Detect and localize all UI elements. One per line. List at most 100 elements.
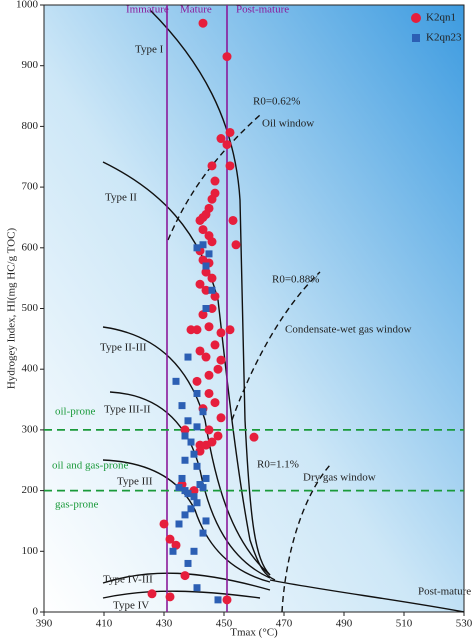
data-point bbox=[190, 547, 198, 555]
data-point bbox=[193, 499, 201, 507]
data-point bbox=[208, 286, 216, 294]
data-point bbox=[225, 325, 235, 335]
data-point bbox=[201, 267, 211, 277]
data-point bbox=[216, 134, 226, 144]
data-point bbox=[187, 505, 195, 513]
y-tick-label: 500 bbox=[22, 302, 39, 314]
data-point bbox=[198, 18, 208, 28]
data-point bbox=[216, 328, 226, 338]
data-point bbox=[210, 398, 220, 408]
x-tick-label: 490 bbox=[336, 618, 353, 630]
data-point bbox=[195, 215, 205, 225]
data-point bbox=[201, 440, 211, 450]
plot-area bbox=[43, 4, 465, 613]
y-tick-label: 700 bbox=[22, 181, 39, 193]
annotation: Type III-II bbox=[104, 404, 151, 416]
data-point bbox=[207, 304, 217, 313]
data-point bbox=[178, 474, 186, 482]
data-point bbox=[202, 517, 210, 525]
post-mature-curve bbox=[269, 579, 465, 613]
annotation: Type I bbox=[135, 44, 164, 56]
r0-11-curve bbox=[281, 464, 331, 613]
data-point bbox=[180, 571, 190, 581]
data-point bbox=[199, 241, 207, 249]
data-point bbox=[225, 161, 235, 171]
y-tick-label: 800 bbox=[22, 120, 39, 132]
data-point bbox=[190, 450, 198, 458]
data-point bbox=[184, 559, 192, 567]
data-point bbox=[216, 355, 226, 365]
data-point bbox=[165, 534, 175, 544]
data-point bbox=[193, 244, 201, 252]
data-point bbox=[222, 595, 232, 605]
data-point bbox=[172, 377, 180, 385]
plot-layer bbox=[102, 9, 465, 613]
annotation: Type II-III bbox=[100, 342, 147, 354]
data-point bbox=[195, 446, 205, 456]
data-point bbox=[205, 250, 213, 258]
annotation: R0=0.88% bbox=[272, 274, 319, 286]
data-point bbox=[184, 417, 192, 425]
data-point bbox=[222, 52, 232, 62]
data-point bbox=[175, 520, 183, 528]
y-tick-label: 100 bbox=[22, 545, 39, 557]
type-ii-curve bbox=[102, 161, 276, 581]
data-point bbox=[249, 432, 259, 442]
data-point bbox=[171, 540, 181, 550]
annotation: gas-prone bbox=[55, 499, 98, 511]
data-point bbox=[195, 346, 205, 356]
data-point bbox=[180, 425, 190, 435]
data-point bbox=[202, 474, 210, 482]
data-point bbox=[202, 305, 210, 312]
data-point bbox=[204, 388, 214, 398]
data-point bbox=[225, 127, 235, 137]
data-point bbox=[207, 237, 217, 247]
x-tick-label: 530 bbox=[456, 618, 473, 630]
legend-label: K2qn1 bbox=[426, 12, 456, 24]
x-tick-label: 390 bbox=[36, 618, 53, 630]
data-point bbox=[216, 413, 226, 423]
y-tick-label: 200 bbox=[22, 484, 39, 496]
y-axis-label: Hydrogey Index, HI(mg HC/g TOC) bbox=[6, 228, 18, 390]
data-point bbox=[214, 596, 222, 604]
data-point bbox=[210, 176, 220, 186]
annotation: R0=0.62% bbox=[253, 96, 300, 108]
annotation: Mature bbox=[180, 4, 212, 16]
data-point bbox=[199, 408, 207, 416]
data-point bbox=[169, 547, 177, 555]
annotation: Oil window bbox=[262, 118, 314, 130]
annotation: Type III bbox=[117, 476, 153, 488]
x-tick-label: 430 bbox=[156, 618, 173, 630]
type-iii-curve bbox=[102, 459, 271, 583]
type-iii-ii-curve bbox=[109, 391, 271, 579]
data-point bbox=[175, 484, 183, 492]
data-point bbox=[213, 431, 223, 441]
type-i-curve bbox=[149, 9, 271, 576]
annotation: Type IV-III bbox=[103, 574, 153, 586]
data-point bbox=[193, 462, 201, 470]
y-tick-label: 1000 bbox=[16, 0, 39, 11]
data-point bbox=[199, 529, 207, 537]
data-point bbox=[165, 592, 175, 602]
y-tick-label: 400 bbox=[22, 363, 39, 375]
data-point bbox=[213, 364, 223, 374]
data-point bbox=[207, 273, 217, 283]
annotation: Condensate-wet gas window bbox=[285, 324, 412, 336]
type-iv-iii-curve bbox=[102, 572, 271, 591]
data-point bbox=[193, 423, 201, 431]
y-tick-label: 900 bbox=[22, 59, 39, 71]
data-point bbox=[201, 352, 211, 362]
data-point bbox=[190, 493, 198, 501]
data-point bbox=[210, 340, 220, 350]
data-point bbox=[228, 215, 238, 225]
r0-062-curve bbox=[167, 114, 261, 241]
annotation: Type II bbox=[105, 192, 137, 204]
data-point bbox=[199, 484, 207, 492]
data-point bbox=[187, 438, 195, 446]
data-point bbox=[181, 456, 189, 464]
data-point bbox=[195, 279, 205, 289]
data-point bbox=[204, 425, 214, 435]
data-point bbox=[193, 389, 201, 397]
data-point bbox=[192, 376, 202, 386]
